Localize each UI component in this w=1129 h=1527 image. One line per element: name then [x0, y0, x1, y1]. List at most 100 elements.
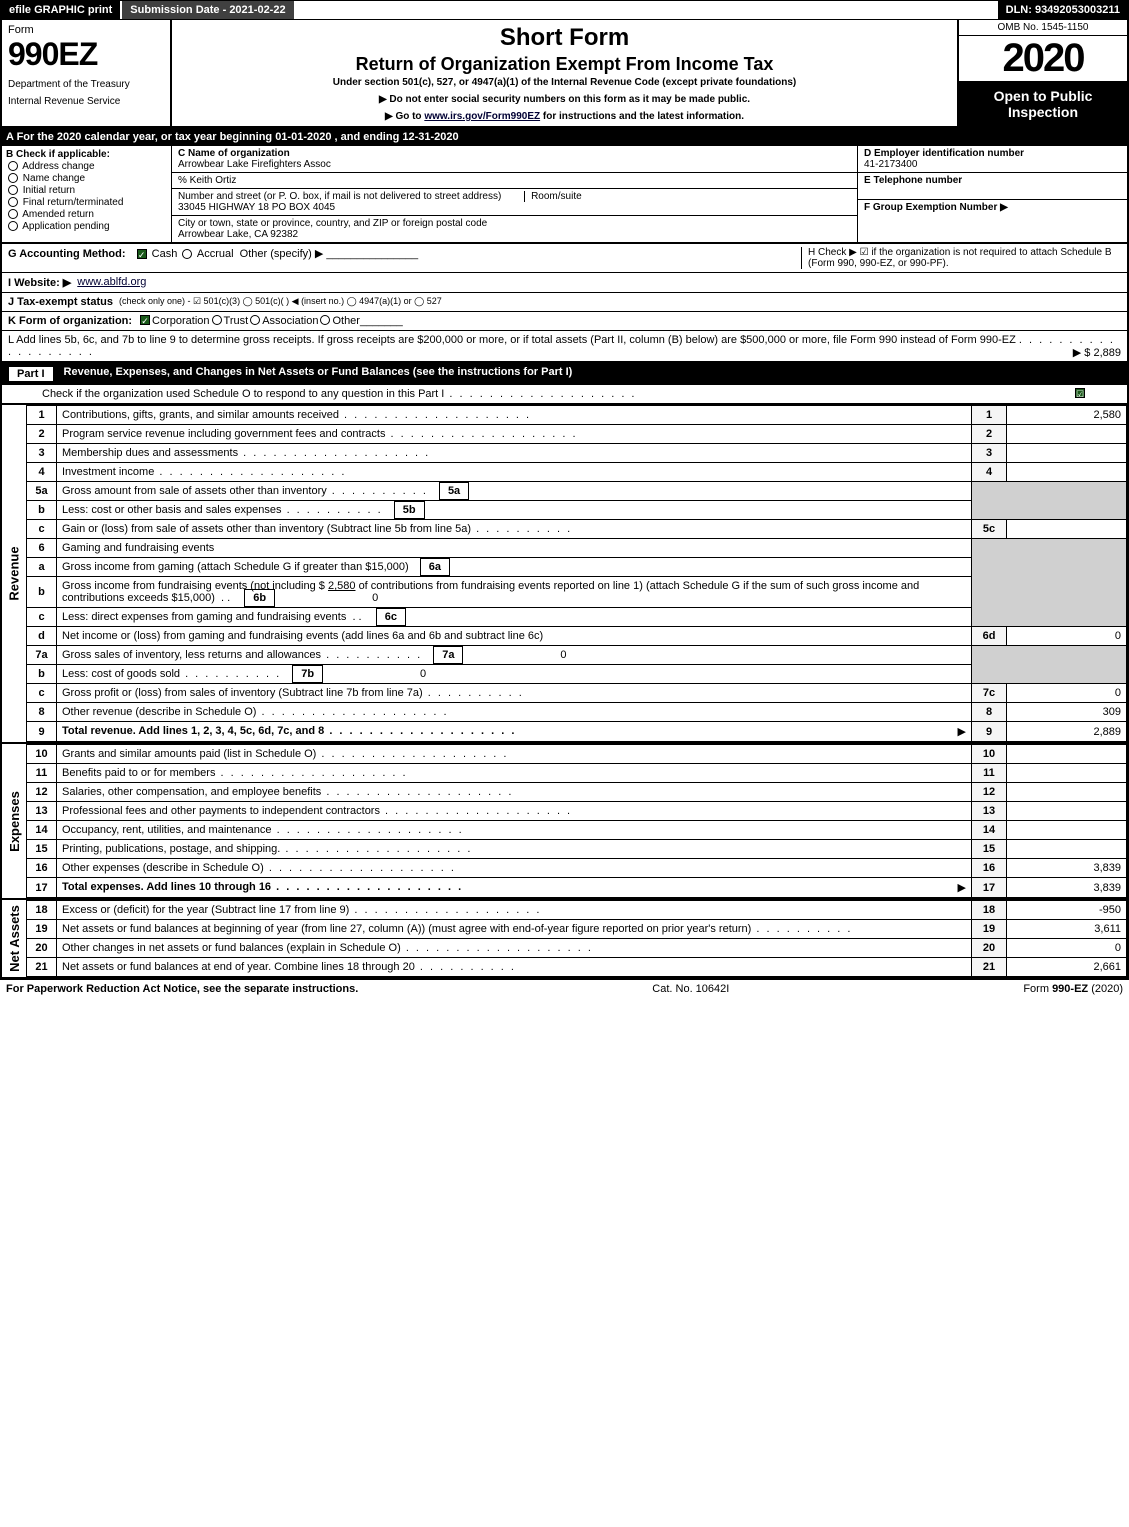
trust-label: Trust	[224, 315, 249, 327]
expenses-side-label: Expenses	[2, 744, 26, 898]
subtitle: Under section 501(c), 527, or 4947(a)(1)…	[182, 77, 947, 88]
j-label: J Tax-exempt status	[8, 296, 113, 308]
section-h: H Check ▶ ☑ if the organization is not r…	[801, 247, 1121, 269]
line-21-label: Net assets or fund balances at end of ye…	[57, 958, 972, 977]
expenses-table: 10Grants and similar amounts paid (list …	[26, 744, 1127, 898]
line-5c-label: Gain or (loss) from sale of assets other…	[57, 520, 972, 539]
header-right: OMB No. 1545-1150 2020 Open to Public In…	[957, 20, 1127, 126]
tax-year-big: 2020	[959, 36, 1127, 82]
c-name-hd: C Name of organization	[178, 148, 290, 159]
website-link[interactable]: www.ablfd.org	[77, 276, 146, 289]
i-website-label: I Website: ▶	[8, 276, 71, 289]
cb-other-org[interactable]	[320, 315, 330, 325]
line-3-amt	[1007, 444, 1127, 463]
line-20-label: Other changes in net assets or fund bala…	[57, 939, 972, 958]
dept-treasury: Department of the Treasury	[8, 79, 164, 90]
line-2-label: Program service revenue including govern…	[57, 425, 972, 444]
part1-check-row: Check if the organization used Schedule …	[0, 385, 1129, 405]
ssn-note: ▶ Do not enter social security numbers o…	[182, 94, 947, 105]
part1-label: Part I	[8, 366, 54, 382]
corp-label: Corporation	[152, 315, 209, 327]
line-2-amt	[1007, 425, 1127, 444]
ein-value: 41-2173400	[864, 159, 917, 170]
footer-left: For Paperwork Reduction Act Notice, see …	[6, 983, 358, 995]
line-5b-label: Less: cost or other basis and sales expe…	[62, 504, 383, 516]
header-center: Short Form Return of Organization Exempt…	[172, 20, 957, 126]
cb-cash[interactable]: ✓	[137, 249, 147, 259]
line-6b-inline-amt: 2,580	[328, 580, 356, 592]
line-3-label: Membership dues and assessments	[57, 444, 972, 463]
section-b-header: B Check if applicable:	[6, 149, 167, 160]
line-4-label: Investment income	[57, 463, 972, 482]
goto-post: for instructions and the latest informat…	[543, 111, 744, 122]
cb-initial-return[interactable]: Initial return	[6, 185, 167, 196]
cb-trust[interactable]	[212, 315, 222, 325]
efile-print-label[interactable]: efile GRAPHIC print	[1, 1, 120, 19]
line-7b-label: Less: cost of goods sold	[62, 668, 281, 680]
form-number: 990EZ	[8, 36, 164, 73]
net-assets-table: 18Excess or (deficit) for the year (Subt…	[26, 900, 1127, 977]
j-text: (check only one) - ☑ 501(c)(3) ◯ 501(c)(…	[119, 296, 442, 308]
page-footer: For Paperwork Reduction Act Notice, see …	[0, 979, 1129, 998]
city-hd: City or town, state or province, country…	[178, 218, 487, 229]
cb-accrual[interactable]	[182, 249, 192, 259]
line-4-amt	[1007, 463, 1127, 482]
part1-title: Revenue, Expenses, and Changes in Net As…	[64, 366, 573, 382]
cb-amended-return[interactable]: Amended return	[6, 209, 167, 220]
line-19-label: Net assets or fund balances at beginning…	[57, 920, 972, 939]
cb-application-pending[interactable]: Application pending	[6, 221, 167, 232]
line-6d-label: Net income or (loss) from gaming and fun…	[57, 627, 972, 646]
inspection-label: Open to Public Inspection	[959, 82, 1127, 126]
part1-header: Part I Revenue, Expenses, and Changes in…	[0, 363, 1129, 385]
line-10-label: Grants and similar amounts paid (list in…	[57, 745, 972, 764]
cb-final-return[interactable]: Final return/terminated	[6, 197, 167, 208]
line-17-label: Total expenses. Add lines 10 through 16	[62, 881, 463, 893]
sub-info: G Accounting Method: ✓ Cash Accrual Othe…	[0, 244, 1129, 363]
title-return: Return of Organization Exempt From Incom…	[182, 54, 947, 75]
line-13-amt	[1007, 802, 1127, 821]
net-assets-side-label: Net Assets	[2, 900, 26, 977]
footer-center: Cat. No. 10642I	[652, 983, 729, 995]
other-specify: Other (specify) ▶	[240, 248, 324, 260]
g-label: G Accounting Method:	[8, 248, 126, 260]
top-bar: efile GRAPHIC print Submission Date - 20…	[0, 0, 1129, 20]
header-left: Form 990EZ Department of the Treasury In…	[2, 20, 172, 126]
revenue-section: Revenue 1Contributions, gifts, grants, a…	[0, 405, 1129, 742]
line-6c-label: Less: direct expenses from gaming and fu…	[62, 611, 346, 623]
info-block: B Check if applicable: Address change Na…	[0, 146, 1129, 244]
line-12-label: Salaries, other compensation, and employ…	[57, 783, 972, 802]
line-14-amt	[1007, 821, 1127, 840]
line-7b-amt: 0	[326, 668, 426, 680]
cb-name-change[interactable]: Name change	[6, 173, 167, 184]
line-17-amt: 3,839	[1007, 878, 1127, 898]
l-amount: ▶ $ 2,889	[1073, 346, 1121, 359]
line-19-amt: 3,611	[1007, 920, 1127, 939]
line-5a-label: Gross amount from sale of assets other t…	[62, 485, 428, 497]
org-name: Arrowbear Lake Firefighters Assoc	[178, 159, 331, 170]
cb-address-change[interactable]: Address change	[6, 161, 167, 172]
e-phone-hd: E Telephone number	[864, 175, 962, 186]
dept-irs: Internal Revenue Service	[8, 96, 164, 107]
line-21-amt: 2,661	[1007, 958, 1127, 977]
care-of: % Keith Ortiz	[172, 173, 857, 189]
part1-check-note: Check if the organization used Schedule …	[42, 388, 637, 400]
line-5c-amt	[1007, 520, 1127, 539]
line-8-amt: 309	[1007, 703, 1127, 722]
accrual-label: Accrual	[197, 248, 234, 260]
line-10-amt	[1007, 745, 1127, 764]
line-18-amt: -950	[1007, 901, 1127, 920]
line-16-label: Other expenses (describe in Schedule O)	[57, 859, 972, 878]
cb-association[interactable]	[250, 315, 260, 325]
line-9-label: Total revenue. Add lines 1, 2, 3, 4, 5c,…	[62, 725, 516, 737]
line-6-label: Gaming and fundraising events	[57, 539, 972, 558]
addr-hd: Number and street (or P. O. box, if mail…	[178, 191, 501, 202]
other-org-label: Other	[332, 315, 360, 327]
part1-schedule-o-check[interactable]: ☑	[1075, 388, 1085, 398]
section-b: B Check if applicable: Address change Na…	[2, 146, 172, 242]
line-9-amt: 2,889	[1007, 722, 1127, 742]
street-address: 33045 HIGHWAY 18 PO BOX 4045	[178, 202, 335, 213]
line-1-label: Contributions, gifts, grants, and simila…	[57, 406, 972, 425]
l-text: L Add lines 5b, 6c, and 7b to line 9 to …	[8, 334, 1016, 346]
irs-link[interactable]: www.irs.gov/Form990EZ	[424, 111, 540, 122]
cb-corporation[interactable]: ✓	[140, 315, 150, 325]
